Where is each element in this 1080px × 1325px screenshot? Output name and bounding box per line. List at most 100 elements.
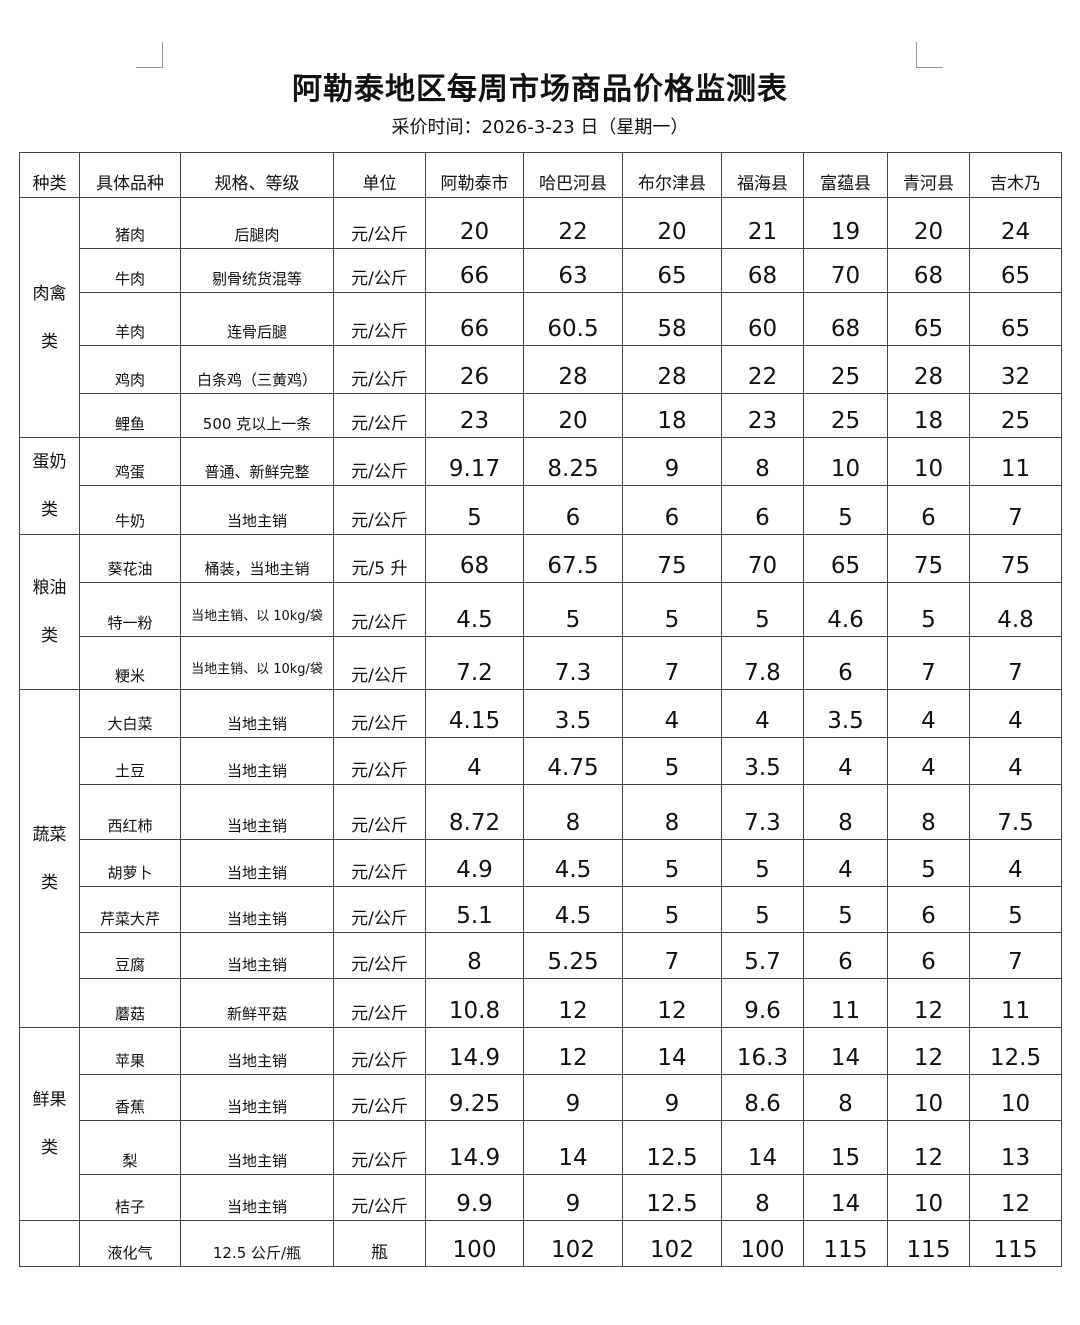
price-cell: 9 (523, 1174, 623, 1221)
price-cell: 100 (425, 1220, 524, 1267)
price-cell: 115 (887, 1220, 970, 1267)
price-cell: 19 (803, 197, 888, 249)
item-spec: 新鲜平菇 (180, 978, 334, 1028)
price-cell: 5 (622, 737, 722, 785)
item-spec: 当地主销、以 10kg/袋 (180, 636, 334, 690)
price-cell: 7.8 (721, 636, 804, 690)
price-cell: 4 (887, 737, 970, 785)
price-cell: 26 (425, 345, 524, 394)
price-cell: 15 (803, 1120, 888, 1175)
price-cell: 4.5 (523, 886, 623, 933)
item-spec: 500 克以上一条 (180, 393, 334, 438)
item-name: 土豆 (79, 737, 181, 785)
item-spec: 当地主销 (180, 1074, 334, 1121)
price-cell: 4 (622, 689, 722, 738)
price-cell: 7 (887, 636, 970, 690)
item-unit: 元/公斤 (333, 932, 426, 979)
price-cell: 8 (721, 1174, 804, 1221)
price-cell: 4.5 (425, 582, 524, 637)
price-cell: 14 (523, 1120, 623, 1175)
price-cell: 10 (887, 1174, 970, 1221)
price-cell: 6 (523, 484, 623, 536)
item-name: 葵花油 (79, 534, 181, 583)
item-unit: 元/公斤 (333, 437, 426, 486)
item-spec: 当地主销 (180, 737, 334, 785)
item-name: 大白菜 (79, 689, 181, 738)
price-cell: 4 (803, 737, 888, 785)
price-cell: 12 (887, 978, 970, 1028)
price-cell: 6 (803, 636, 888, 690)
item-name: 鸡肉 (79, 345, 181, 394)
column-header: 阿勒泰市 (425, 152, 524, 198)
price-cell: 18 (622, 393, 722, 438)
table-row: 羊肉 连骨后腿 元/公斤 66 60.5 58 60 68 65 65 (20, 292, 1062, 346)
table-row: 桔子 当地主销 元/公斤 9.9 9 12.5 8 14 10 12 (20, 1174, 1062, 1221)
table-row: 粮油类 葵花油 桶装，当地主销 元/5 升 68 67.5 75 70 65 75 75 (19, 534, 1062, 690)
item-unit: 元/公斤 (333, 484, 426, 536)
price-cell: 5 (803, 484, 888, 536)
price-cell: 4.6 (803, 582, 888, 637)
price-cell: 10 (887, 437, 970, 486)
price-cell: 10 (969, 1074, 1062, 1121)
table-row: 鲤鱼 500 克以上一条 元/公斤 23 20 18 23 25 18 25 (20, 393, 1062, 438)
price-cell: 18 (887, 393, 970, 438)
price-cell: 20 (622, 197, 722, 249)
price-cell: 5 (721, 582, 804, 637)
item-spec: 12.5 公斤/瓶 (180, 1220, 334, 1267)
price-cell: 8.72 (425, 784, 524, 840)
price-cell: 5 (622, 886, 722, 933)
price-cell: 12 (622, 978, 722, 1028)
table-row: 鲜果类 苹果 当地主销 元/公斤 14.9 12 14 16.3 14 12 12.5 (19, 1027, 1062, 1221)
item-spec: 剔骨统货混等 (180, 248, 334, 293)
item-spec: 后腿肉 (180, 197, 334, 249)
table-row: 蛋奶类 鸡蛋 普通、新鲜完整 元/公斤 9.17 8.25 9 8 10 10 11 (19, 437, 1062, 535)
table-row: 牛肉 剔骨统货混等 元/公斤 66 63 65 68 70 68 65 (20, 248, 1062, 293)
category-cell: 粮油类 (19, 534, 80, 690)
price-cell: 14 (803, 1174, 888, 1221)
price-cell: 22 (523, 197, 623, 249)
price-cell: 6 (622, 484, 722, 536)
price-cell: 75 (887, 534, 970, 583)
item-name: 香蕉 (79, 1074, 181, 1121)
item-spec: 当地主销、以 10kg/袋 (180, 582, 334, 637)
item-spec: 当地主销 (180, 1174, 334, 1221)
price-cell: 68 (721, 248, 804, 293)
price-cell: 11 (969, 978, 1062, 1028)
price-cell: 12 (887, 1120, 970, 1175)
price-cell: 66 (425, 292, 524, 346)
price-cell: 7.3 (721, 784, 804, 840)
column-header: 具体品种 (79, 152, 181, 198)
item-name: 鸡蛋 (79, 437, 181, 486)
item-unit: 元/公斤 (333, 248, 426, 293)
price-cell: 4 (969, 839, 1062, 887)
price-cell: 9.6 (721, 978, 804, 1028)
table-row: 土豆 当地主销 元/公斤 4 4.75 5 3.5 4 4 4 (20, 737, 1062, 785)
item-name: 芹菜大芹 (79, 886, 181, 933)
price-cell: 66 (425, 248, 524, 293)
price-cell: 12 (523, 978, 623, 1028)
item-unit: 元/5 升 (333, 534, 426, 583)
price-cell: 70 (803, 248, 888, 293)
price-cell: 102 (523, 1220, 623, 1267)
price-cell: 68 (887, 248, 970, 293)
page-corner-mark-left (136, 42, 163, 68)
price-cell: 4.8 (969, 582, 1062, 637)
price-cell: 5 (425, 484, 524, 536)
table-row: 胡萝卜 当地主销 元/公斤 4.9 4.5 5 5 4 5 4 (20, 839, 1062, 887)
price-cell: 9 (622, 1074, 722, 1121)
price-cell: 65 (887, 292, 970, 346)
item-name: 羊肉 (79, 292, 181, 346)
table-row: 豆腐 当地主销 元/公斤 8 5.25 7 5.7 6 6 7 (20, 932, 1062, 979)
page-title: 阿勒泰地区每周市场商品价格监测表 (292, 72, 788, 107)
column-header: 富蕴县 (803, 152, 888, 198)
price-cell: 115 (803, 1220, 888, 1267)
item-name: 猪肉 (79, 197, 181, 249)
column-header: 布尔津县 (622, 152, 722, 198)
item-spec: 当地主销 (180, 886, 334, 933)
item-unit: 元/公斤 (333, 689, 426, 738)
column-header: 青河县 (887, 152, 970, 198)
item-unit: 元/公斤 (333, 737, 426, 785)
price-cell: 5 (803, 886, 888, 933)
price-cell: 75 (622, 534, 722, 583)
price-cell: 10 (803, 437, 888, 486)
